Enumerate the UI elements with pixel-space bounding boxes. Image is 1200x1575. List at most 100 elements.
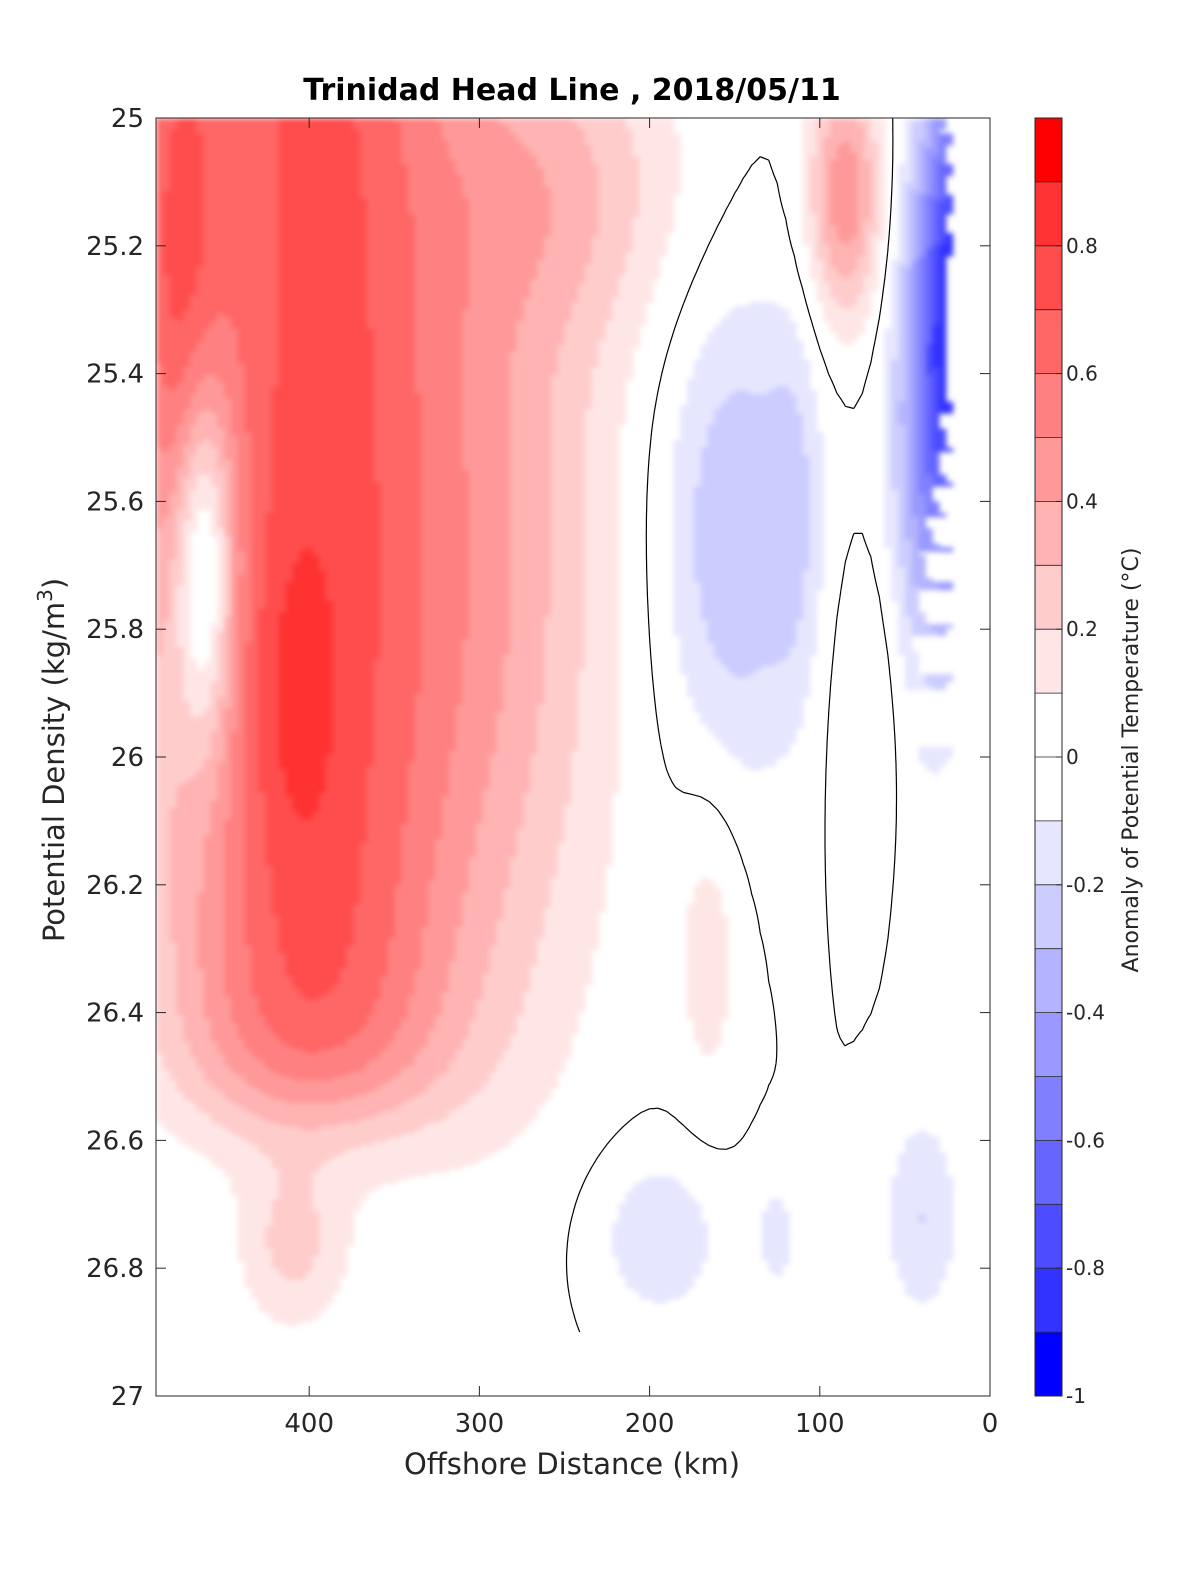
contour-cell xyxy=(891,1183,954,1189)
contour-cell xyxy=(264,831,368,836)
contour-cell xyxy=(156,210,164,215)
contour-cell xyxy=(258,999,375,1005)
contour-cell xyxy=(278,141,361,146)
contour-cell xyxy=(183,409,205,414)
contour-cell xyxy=(414,754,450,759)
contour-cell xyxy=(312,1256,348,1262)
contour-cell xyxy=(687,992,729,997)
contour-cell xyxy=(244,401,273,407)
contour-cell xyxy=(823,236,838,242)
contour-cell xyxy=(911,275,920,280)
contour-cell xyxy=(918,248,926,253)
contour-cell xyxy=(156,624,164,629)
contour-cell xyxy=(230,995,259,1001)
contour-cell xyxy=(911,558,926,564)
contour-cell xyxy=(918,160,926,165)
contour-cell xyxy=(367,781,409,786)
contour-cell xyxy=(904,279,913,284)
contour-cell xyxy=(224,865,246,871)
contour-cell xyxy=(169,493,184,499)
contour-cell xyxy=(857,213,872,219)
contour-cell xyxy=(904,275,913,280)
contour-cell xyxy=(482,804,525,809)
contour-cell xyxy=(176,804,212,809)
contour-cell xyxy=(237,344,280,349)
contour-cell xyxy=(898,1275,947,1281)
contour-cell xyxy=(380,624,423,629)
contour-cell xyxy=(326,754,375,759)
contour-cell xyxy=(244,923,280,928)
contour-cell xyxy=(925,198,933,203)
contour-cell xyxy=(918,286,926,292)
contour-cell xyxy=(156,992,178,997)
contour-cell xyxy=(707,443,804,449)
contour-cell xyxy=(550,593,586,598)
contour-cell xyxy=(925,367,940,372)
contour-cell xyxy=(904,286,913,292)
contour-cell xyxy=(537,164,600,169)
contour-cell xyxy=(224,915,246,920)
contour-cell xyxy=(264,528,382,533)
contour-cell xyxy=(251,627,259,633)
contour-cell xyxy=(224,746,232,752)
contour-cell xyxy=(224,877,246,882)
contour-cell xyxy=(414,988,450,993)
contour-cell xyxy=(544,654,586,660)
contour-cell xyxy=(584,528,620,533)
contour-cell xyxy=(809,210,824,215)
contour-cell xyxy=(598,190,640,196)
contour-cell xyxy=(523,819,566,825)
contour-cell xyxy=(319,562,382,568)
contour-cell xyxy=(244,930,280,936)
contour-cell xyxy=(156,156,171,161)
contour-cell xyxy=(407,762,450,767)
contour-cell xyxy=(183,455,191,460)
contour-cell xyxy=(734,305,783,311)
contour-cell xyxy=(516,1026,579,1032)
contour-cell xyxy=(673,493,695,499)
contour-cell xyxy=(830,164,858,169)
contour-cell xyxy=(904,524,920,529)
contour-cell xyxy=(891,367,906,372)
contour-cell xyxy=(925,171,933,177)
contour-cell xyxy=(230,497,239,502)
contour-cell xyxy=(224,972,252,978)
contour-cell xyxy=(380,643,423,648)
contour-cell xyxy=(230,463,239,468)
contour-cell xyxy=(230,673,239,679)
contour-cell xyxy=(251,1295,334,1300)
contour-cell xyxy=(932,397,940,403)
contour-cell xyxy=(891,1199,954,1204)
contour-cell xyxy=(176,432,191,437)
contour-cell xyxy=(224,923,246,928)
contour-cell xyxy=(203,202,280,207)
contour-cell xyxy=(455,934,498,940)
contour-cell xyxy=(230,466,239,472)
contour-cell xyxy=(700,604,804,610)
contour-cell xyxy=(401,823,443,828)
contour-cell xyxy=(407,1003,443,1009)
contour-cell xyxy=(333,1045,389,1051)
contour-cell xyxy=(278,750,334,756)
contour-cell xyxy=(278,1172,314,1177)
contour-cell xyxy=(550,428,586,433)
contour-cell xyxy=(510,869,559,874)
contour-cell xyxy=(271,907,355,913)
contour-cell xyxy=(884,493,899,499)
contour-cell xyxy=(156,934,171,940)
contour-cell xyxy=(925,213,933,219)
contour-cell xyxy=(162,213,205,219)
contour-cell xyxy=(360,194,409,200)
contour-cell xyxy=(224,1126,300,1131)
contour-cell xyxy=(224,827,246,832)
contour-cell xyxy=(932,217,940,223)
contour-cell xyxy=(190,1053,225,1058)
contour-cell xyxy=(550,436,586,441)
contour-cell xyxy=(823,164,831,169)
contour-cell xyxy=(544,934,600,940)
contour-cell xyxy=(278,363,375,368)
contour-cell xyxy=(550,187,600,192)
contour-cell xyxy=(469,217,552,223)
contour-cell xyxy=(169,877,205,882)
contour-cell xyxy=(360,1118,443,1124)
